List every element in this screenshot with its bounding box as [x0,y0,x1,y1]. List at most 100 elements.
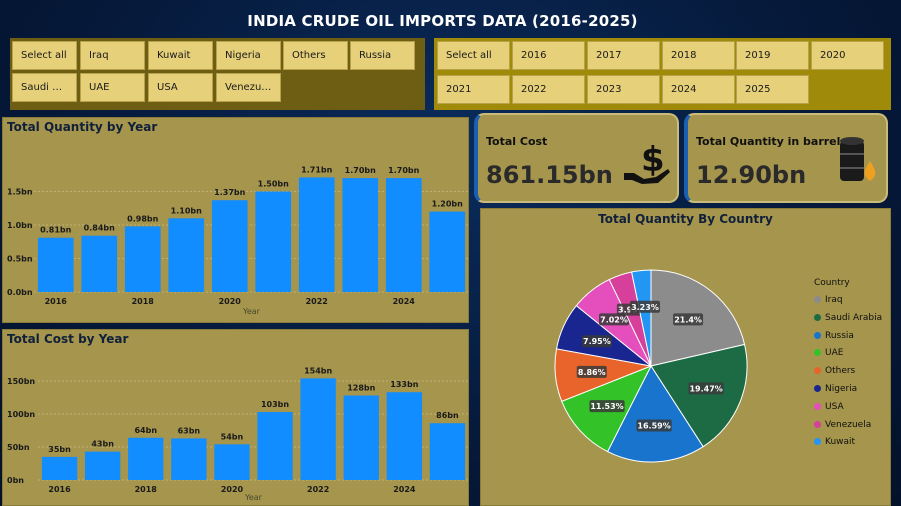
bar-data-label: 128bn [347,384,375,393]
bar-data-label: 1.70bn [345,166,376,175]
legend-swatch [814,296,821,303]
bar-2017[interactable] [84,451,121,480]
legend-swatch [814,402,821,410]
pie-data-label: 19.47% [689,384,722,393]
year-chip-2022[interactable]: 2022 [512,75,585,104]
legend-swatch [814,367,821,375]
year-chip-2021[interactable]: 2021 [437,75,510,104]
bar-2018[interactable] [128,437,164,480]
pie-legend: Country Iraq Saudi Arabia Russia UAE Others N… [814,278,894,452]
bar-data-label: 1.10bn [171,206,202,215]
pie-data-label: 11.53% [590,402,623,411]
svg-text:$: $ [641,140,665,180]
year-chip-2024[interactable]: 2024 [662,75,735,104]
bar-2022[interactable] [298,177,335,292]
bar-2023[interactable] [343,395,379,480]
legend-label: UAE [825,348,844,359]
country-chip-others[interactable]: Others [283,41,348,70]
legend-item-uae[interactable]: UAE [814,345,894,363]
pie-slice-kuwait[interactable] [631,269,652,367]
country-chip-nigeria[interactable]: Nigeria [216,41,281,70]
legend-item-nigeria[interactable]: Nigeria [814,381,894,399]
bar-data-label: 1.20bn [432,200,463,209]
legend-label: USA [825,401,844,412]
bar-2017[interactable] [81,235,118,292]
bar-data-label: 103bn [261,400,289,409]
pie-data-label: 7.02% [600,315,628,324]
bar-2024[interactable] [385,178,422,292]
country-chip-iraq[interactable]: Iraq [80,41,145,70]
legend-swatch [814,331,821,339]
total-quantity-card: Total Quantity in barrels 12.90bn [684,113,888,203]
bar-2022[interactable] [300,378,336,480]
legend-item-kuwait[interactable]: Kuwait [814,434,894,452]
total-quantity-value: 12.90bn [696,161,807,189]
year-chip-2020[interactable]: 2020 [811,41,884,70]
y-tick-label: 0.0bn [7,288,33,297]
pie-data-label: 8.86% [578,368,606,377]
bar-2021[interactable] [255,191,292,293]
legend-item-venezuela[interactable]: Venezuela [814,417,894,435]
year-chip-2017[interactable]: 2017 [587,41,660,70]
country-chip-venezuela[interactable]: Venezuela [216,73,281,102]
pie-data-label: 16.59% [637,421,670,430]
year-chip-2023[interactable]: 2023 [587,75,660,104]
legend-label: Others [825,366,856,377]
legend-label: Nigeria [825,383,858,394]
bar-2016[interactable] [37,237,74,292]
legend-swatch [814,384,821,392]
pie-data-label: 7.95% [583,337,611,346]
bar-2025[interactable] [429,211,466,292]
cost-by-year-chart: 0bn 50bn 100bn 150bn 35bn 2016 43bn 64bn 2018 63b… [7,366,469,502]
legend-item-russia[interactable]: Russia [814,328,894,346]
bar-data-label: 64bn [134,426,157,435]
bar-2021[interactable] [257,412,293,480]
cost-chart-title: Total Cost by Year [7,332,129,346]
bar-2016[interactable] [41,456,78,480]
y-tick-label: 0bn [7,476,24,485]
year-chip-2016[interactable]: 2016 [512,41,585,70]
country-chip-select-all[interactable]: Select all [12,41,77,70]
y-tick-label: 1.0bn [7,221,33,230]
pie-label-bg [589,400,625,413]
x-tick-label: 2022 [306,297,328,306]
quantity-by-country-panel: Total Quantity By Country 21.4% 19.47% 16.… [480,208,891,506]
bar-2019[interactable] [168,218,205,292]
x-tick-label: 2024 [393,485,416,494]
year-chip-2018[interactable]: 2018 [662,41,735,70]
bar-2023[interactable] [342,178,379,292]
bar-2020[interactable] [211,200,248,292]
year-chip-select-all[interactable]: Select all [437,41,510,70]
legend-label: Kuwait [825,437,856,448]
pie-label-bg [688,382,724,395]
cost-by-year-panel: Total Cost by Year 0bn 50bn 100bn 150bn 35bn… [2,329,469,506]
bar-2024[interactable] [386,392,423,480]
pie-slice-russia[interactable] [606,364,704,463]
legend-item-iraq[interactable]: Iraq [814,292,894,310]
legend-item-saudi-arabia[interactable]: Saudi Arabia [814,310,894,328]
country-chip-saudi-arabia[interactable]: Saudi Ar... [12,73,77,102]
bar-data-label: 0.84bn [84,224,115,233]
pie-data-label: 21.4% [674,315,702,324]
year-chip-2019[interactable]: 2019 [736,41,809,70]
total-cost-label: Total Cost [486,135,548,148]
country-chip-uae[interactable]: UAE [80,73,145,102]
legend-item-usa[interactable]: USA [814,399,894,417]
bar-2025[interactable] [429,423,466,480]
year-chip-2025[interactable]: 2025 [736,75,809,104]
x-tick-label: 2020 [221,485,244,494]
y-tick-label: 150bn [7,377,35,386]
bar-data-label: 35bn [48,445,71,454]
x-tick-label: 2018 [132,297,155,306]
bar-2019[interactable] [171,438,207,480]
bar-2020[interactable] [214,444,250,480]
pie-slice-saudi-arabia[interactable] [650,343,748,448]
bar-2018[interactable] [124,226,161,292]
y-tick-label: 0.5bn [7,255,33,264]
country-chip-kuwait[interactable]: Kuwait [148,41,213,70]
country-chip-russia[interactable]: Russia [350,41,415,70]
legend-item-others[interactable]: Others [814,363,894,381]
dashboard-title: INDIA CRUDE OIL IMPORTS DATA (2016-2025) [247,12,638,30]
country-chip-usa[interactable]: USA [148,73,213,102]
x-tick-label: 2022 [307,485,329,494]
